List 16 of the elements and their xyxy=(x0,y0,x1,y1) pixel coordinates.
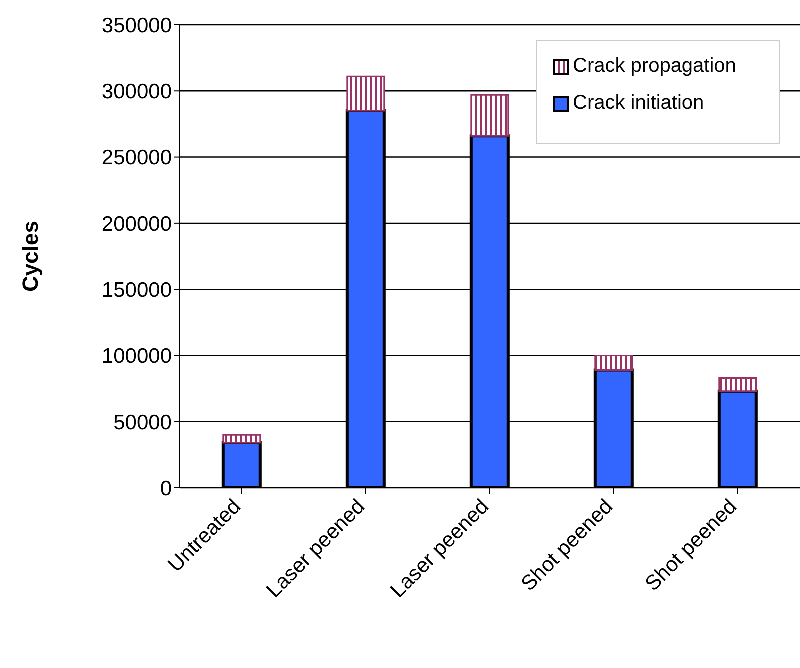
legend-label: Crack propagation xyxy=(573,55,736,78)
bar xyxy=(346,76,386,112)
bar xyxy=(718,377,758,392)
y-tick-label: 0 xyxy=(160,477,172,500)
bar xyxy=(594,354,634,372)
y-tick-label: 150000 xyxy=(102,279,172,302)
bar xyxy=(222,434,262,444)
y-tick-label: 200000 xyxy=(102,212,172,236)
legend-label: Crack initiation xyxy=(573,92,704,115)
y-tick-label: 100000 xyxy=(102,345,172,368)
y-tick-label: 350000 xyxy=(102,14,172,38)
y-tick-label: 50000 xyxy=(114,411,172,434)
y-axis-title: Cycles xyxy=(18,221,43,292)
y-tick-label: 300000 xyxy=(102,80,172,104)
bar xyxy=(470,94,510,137)
y-tick-label: 250000 xyxy=(102,146,172,170)
